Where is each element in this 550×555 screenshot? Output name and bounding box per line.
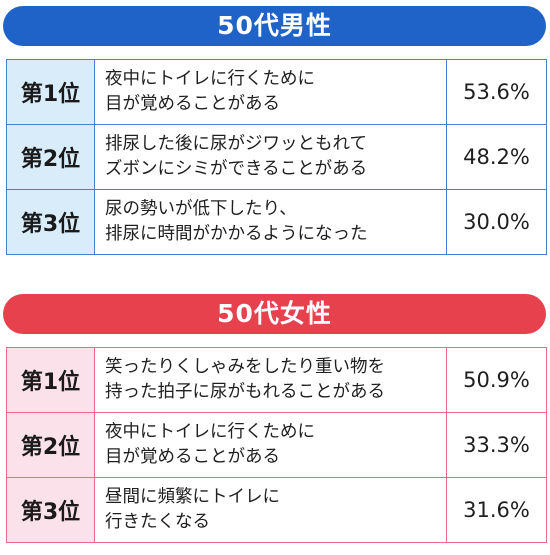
table-row: 第2位 排尿した後に尿がジワッともれて ズボンにシミができることがある 48.2… [6,124,547,190]
symptom-text: 排尿した後に尿がジワッともれて ズボンにシミができることがある [94,124,447,190]
symptom-line: 排尿した後に尿がジワッともれて [105,134,367,154]
women-section: 50代女性 第1位 笑ったりくしゃみをしたり重い物を 持った拍子に尿がもれること… [3,294,547,543]
rank-label: 第3位 [6,189,95,255]
symptom-line: 目が覚めることがある [105,447,280,467]
symptom-text: 夜中にトイレに行くために 目が覚めることがある [94,412,447,478]
women-title-banner: 50代女性 [3,294,546,334]
table-row: 第1位 笑ったりくしゃみをしたり重い物を 持った拍子に尿がもれることがある 50… [6,347,547,413]
symptom-line: 笑ったりくしゃみをしたり重い物を [105,357,385,377]
percentage-value: 30.0% [446,189,547,255]
men-title-banner: 50代男性 [3,6,546,46]
rank-label: 第2位 [6,124,95,190]
rank-label: 第3位 [6,477,95,543]
symptom-text: 笑ったりくしゃみをしたり重い物を 持った拍子に尿がもれることがある [94,347,447,413]
percentage-value: 48.2% [446,124,547,190]
table-row: 第2位 夜中にトイレに行くために 目が覚めることがある 33.3% [6,412,547,478]
symptom-text: 昼間に頻繁にトイレに 行きたくなる [94,477,447,543]
symptom-line: 夜中にトイレに行くために [105,69,315,89]
symptom-line: 行きたくなる [105,512,210,532]
men-ranking-table: 第1位 夜中にトイレに行くために 目が覚めることがある 53.6% 第2位 排尿… [6,59,547,255]
percentage-value: 53.6% [446,59,547,125]
symptom-text: 尿の勢いが低下したり、 排尿に時間がかかるようになった [94,189,447,255]
symptom-line: 排尿に時間がかかるようになった [105,224,368,244]
symptom-line: 持った拍子に尿がもれることがある [105,382,385,402]
percentage-value: 50.9% [446,347,547,413]
symptom-line: 目が覚めることがある [105,94,280,114]
table-row: 第3位 尿の勢いが低下したり、 排尿に時間がかかるようになった 30.0% [6,189,547,255]
rank-label: 第2位 [6,412,95,478]
women-ranking-table: 第1位 笑ったりくしゃみをしたり重い物を 持った拍子に尿がもれることがある 50… [6,347,547,543]
table-row: 第3位 昼間に頻繁にトイレに 行きたくなる 31.6% [6,477,547,543]
symptom-line: ズボンにシミができることがある [105,159,368,179]
symptom-line: 尿の勢いが低下したり、 [105,199,297,219]
symptom-line: 昼間に頻繁にトイレに [105,487,280,507]
men-section: 50代男性 第1位 夜中にトイレに行くために 目が覚めることがある 53.6% … [3,6,547,255]
rank-label: 第1位 [6,59,95,125]
percentage-value: 33.3% [446,412,547,478]
table-row: 第1位 夜中にトイレに行くために 目が覚めることがある 53.6% [6,59,547,125]
rank-label: 第1位 [6,347,95,413]
symptom-line: 夜中にトイレに行くために [105,422,315,442]
percentage-value: 31.6% [446,477,547,543]
symptom-text: 夜中にトイレに行くために 目が覚めることがある [94,59,447,125]
